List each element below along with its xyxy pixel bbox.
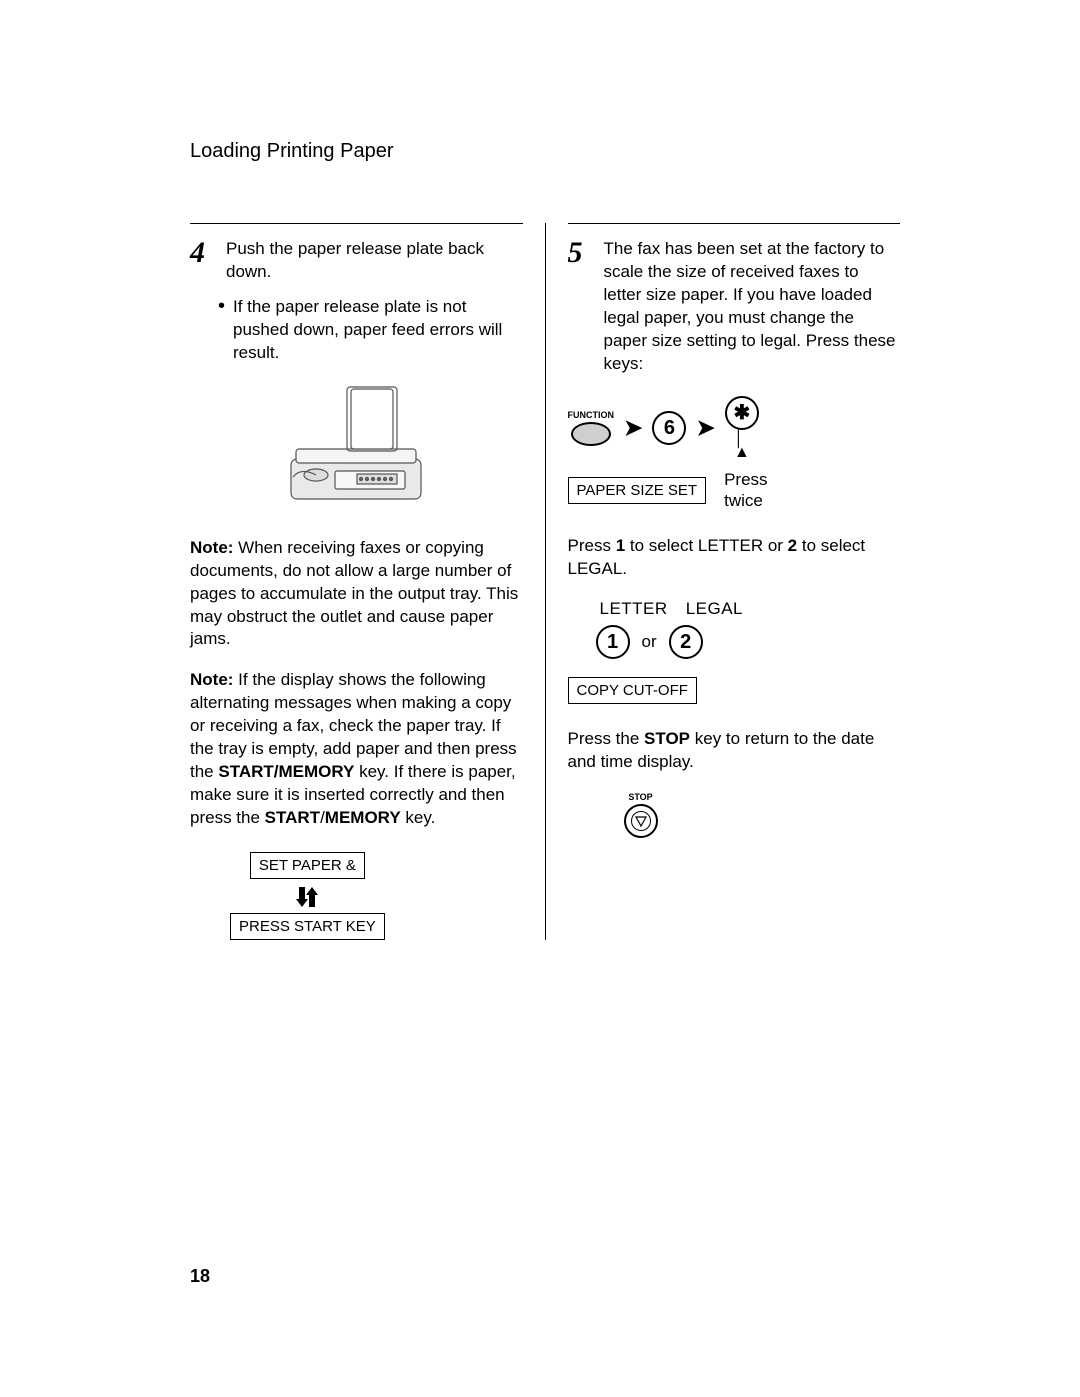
column-rule: [190, 223, 523, 224]
note-1: Note: When receiving faxes or copying do…: [190, 537, 523, 652]
or-label: or: [642, 632, 657, 652]
column-rule: [568, 223, 901, 224]
memory-key: MEMORY: [325, 808, 401, 827]
bullet-dot: •: [218, 296, 225, 365]
t: Press: [568, 536, 616, 555]
legal-label: LEGAL: [686, 599, 743, 619]
note-label: Note:: [190, 670, 233, 689]
function-label: FUNCTION: [568, 410, 615, 420]
fax-machine-illustration: [261, 379, 451, 519]
right-column: 5 The fax has been set at the factory to…: [546, 223, 901, 940]
stop-label: STOP: [628, 792, 652, 802]
key-1: 1: [596, 625, 630, 659]
press-twice-label: Press twice: [724, 470, 784, 511]
step-text: Push the paper release plate back down.: [226, 238, 523, 284]
alternating-arrows-icon: [287, 885, 327, 907]
arrow-right-icon: ➤: [624, 415, 642, 441]
note-2: Note: If the display shows the following…: [190, 669, 523, 830]
step-5: 5 The fax has been set at the factory to…: [568, 238, 901, 376]
start-memory-key: START/MEMORY: [218, 762, 354, 781]
arrow-right-icon: ➤: [696, 415, 714, 441]
note-part: key.: [401, 808, 436, 827]
page-number: 18: [190, 1266, 210, 1287]
page: Loading Printing Paper 4 Push the paper …: [0, 0, 1080, 1397]
step-number: 4: [190, 238, 212, 268]
lcd-display-group: SET PAPER & PRESS START KEY: [230, 852, 385, 940]
bullet-item: • If the paper release plate is not push…: [218, 296, 523, 365]
select-instruction: Press 1 to select LETTER or 2 to select …: [568, 535, 901, 581]
t: to select LETTER or: [625, 536, 788, 555]
lcd-message-papersize: PAPER SIZE SET: [568, 477, 707, 504]
key-star: ✱: [725, 396, 759, 430]
stop-key: STOP: [624, 792, 658, 838]
key-2-ref: 2: [788, 536, 797, 555]
key-1-ref: 1: [616, 536, 625, 555]
key-2: 2: [669, 625, 703, 659]
step-number: 5: [568, 238, 590, 268]
start-key: START: [265, 808, 320, 827]
stop-key-icon: [624, 804, 658, 838]
key-6: 6: [652, 411, 686, 445]
bullet-text: If the paper release plate is not pushed…: [233, 296, 522, 365]
left-column: 4 Push the paper release plate back down…: [190, 223, 545, 940]
key-sequence: FUNCTION ➤ 6 ➤ ✱ │▲ PAPER SIZE SET Press…: [568, 396, 901, 512]
function-key-icon: [571, 422, 611, 446]
step-text: The fax has been set at the factory to s…: [604, 238, 901, 376]
step-4: 4 Push the paper release plate back down…: [190, 238, 523, 284]
two-column-layout: 4 Push the paper release plate back down…: [190, 223, 900, 940]
stop-instruction: Press the STOP key to return to the date…: [568, 728, 901, 774]
function-key: FUNCTION: [568, 410, 615, 446]
letter-legal-selector: LETTER LEGAL 1 or 2: [596, 599, 901, 659]
page-title: Loading Printing Paper: [190, 140, 900, 163]
lcd-message-copycutoff: COPY CUT-OFF: [568, 677, 697, 704]
stop-key-ref: STOP: [644, 729, 690, 748]
lcd-message-pressstart: PRESS START KEY: [230, 913, 385, 940]
letter-label: LETTER: [600, 599, 668, 619]
note-text: When receiving faxes or copying document…: [190, 538, 518, 649]
arrow-up-icon: │▲: [734, 432, 750, 461]
t: Press the: [568, 729, 645, 748]
lcd-message-setpaper: SET PAPER &: [250, 852, 365, 879]
note-label: Note:: [190, 538, 233, 557]
